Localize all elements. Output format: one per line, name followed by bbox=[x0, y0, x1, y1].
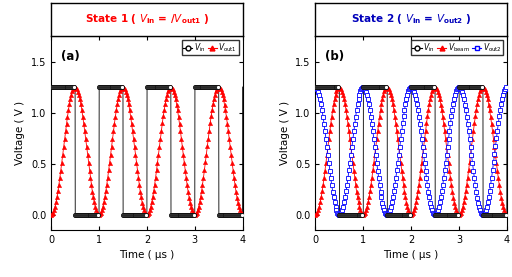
Legend: $V_\mathregular{in}$, $V_\mathregular{beam}$, $V_\mathregular{out2}$: $V_\mathregular{in}$, $V_\mathregular{be… bbox=[411, 40, 503, 55]
Text: State 2 ( $\it{V}_\mathregular{in}$ = $\it{V}_\mathregular{out2}$ ): State 2 ( $\it{V}_\mathregular{in}$ = $\… bbox=[351, 12, 472, 26]
Text: State 1 ( $\it{V}_\mathregular{in}$ = /$\it{V}_\mathregular{out1}$ ): State 1 ( $\it{V}_\mathregular{in}$ = /$… bbox=[84, 12, 209, 26]
X-axis label: Time ( μs ): Time ( μs ) bbox=[383, 250, 439, 260]
Text: (a): (a) bbox=[61, 50, 79, 63]
X-axis label: Time ( μs ): Time ( μs ) bbox=[119, 250, 175, 260]
Text: (b): (b) bbox=[325, 50, 344, 63]
Legend: $V_\mathregular{in}$, $V_\mathregular{out1}$: $V_\mathregular{in}$, $V_\mathregular{ou… bbox=[182, 40, 239, 55]
Y-axis label: Voltage ( V ): Voltage ( V ) bbox=[15, 101, 26, 165]
Y-axis label: Voltage ( V ): Voltage ( V ) bbox=[280, 101, 290, 165]
